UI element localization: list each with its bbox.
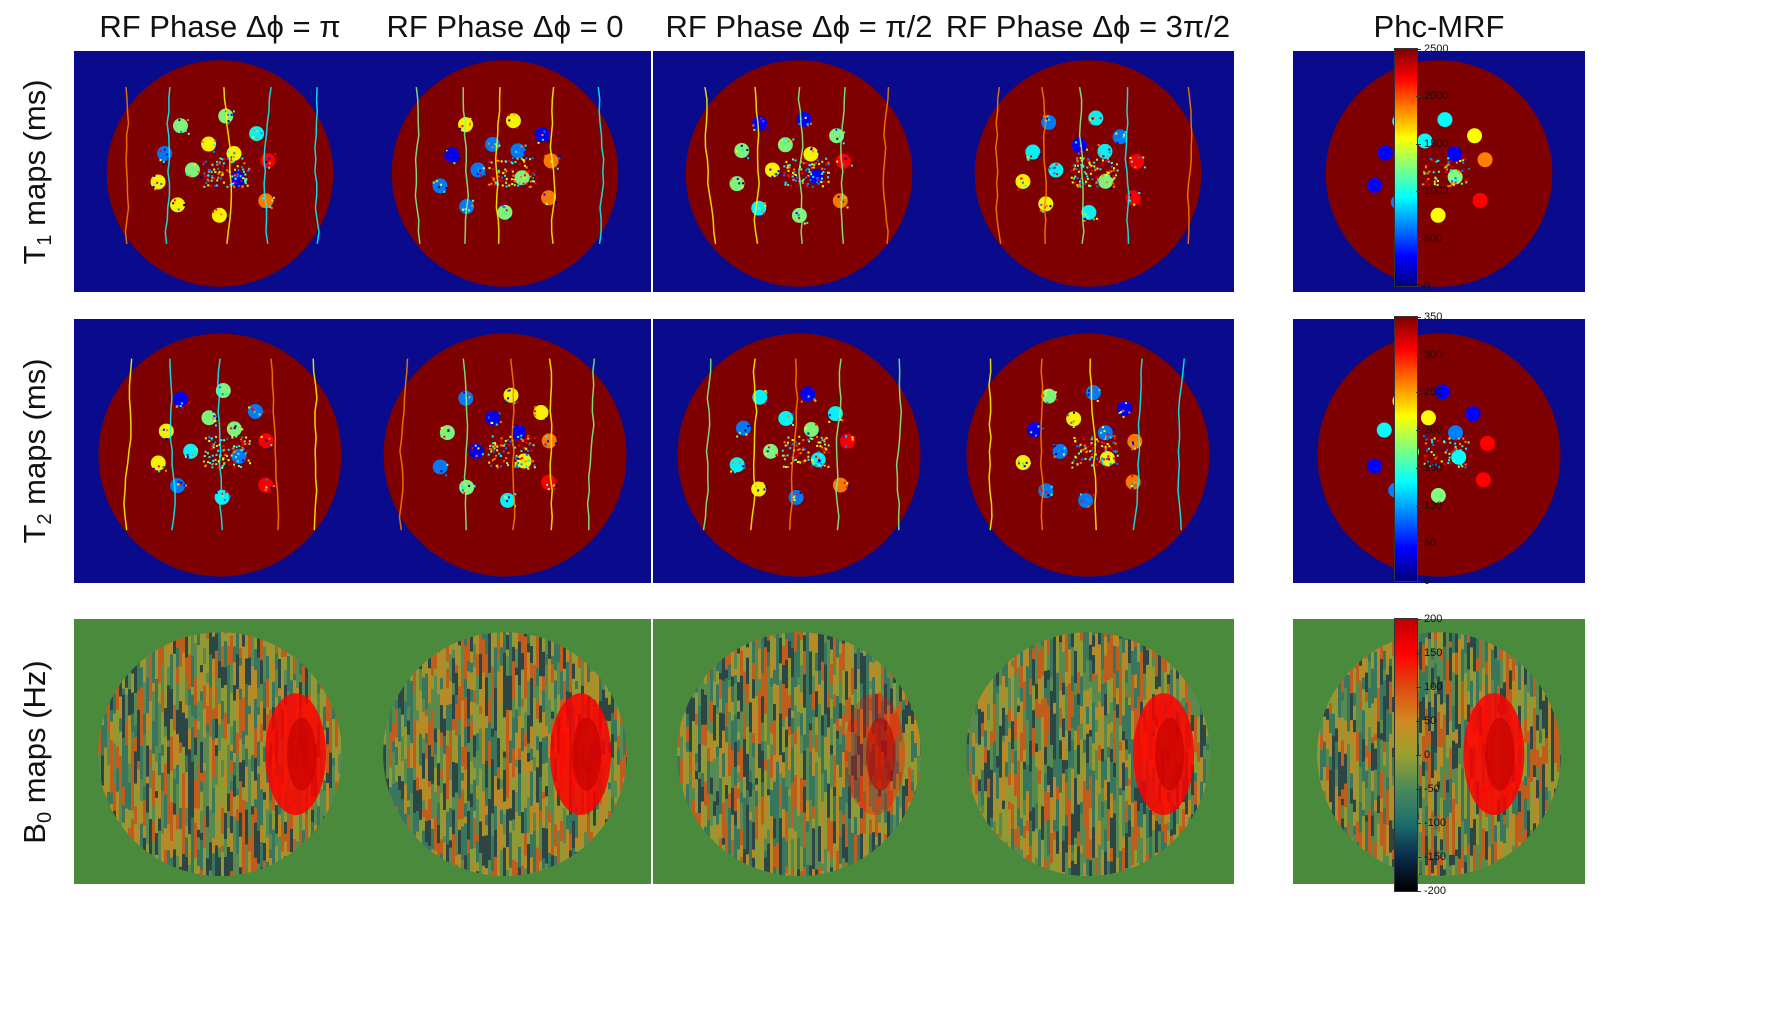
map-row2-col3 <box>653 319 945 583</box>
map-row3-col2 <box>359 619 651 884</box>
colorbar-tick: 300 <box>1415 348 1443 361</box>
colorbar-tick: 100 <box>1415 681 1443 693</box>
map-row2-col1 <box>74 319 366 583</box>
colorbar-tick: 0 <box>1415 575 1431 587</box>
column-title-1: RF Phase Δϕ = π <box>99 9 341 44</box>
colorbar-tick: 0 <box>1415 280 1431 292</box>
colorbar-tick: 150 <box>1415 647 1443 659</box>
map-row3-col5 <box>1293 619 1585 884</box>
colorbar-row3 <box>1394 618 1418 892</box>
column-title-2: RF Phase Δϕ = 0 <box>386 9 624 44</box>
row-label-1: T1 maps (ms) <box>17 78 56 265</box>
colorbar-tick: 200 <box>1415 613 1443 625</box>
map-row3-col4 <box>942 619 1234 884</box>
colorbar-tick: 350 <box>1415 311 1443 323</box>
colorbar-tick: -200 <box>1415 885 1447 897</box>
colorbar-tick: 2500 <box>1415 43 1449 55</box>
map-row1-col5 <box>1293 51 1585 292</box>
column-title-3: RF Phase Δϕ = π/2 <box>665 9 933 44</box>
colorbar-tick: 0 <box>1415 749 1431 761</box>
colorbar-tick: 150 <box>1415 461 1443 474</box>
colorbar-row2 <box>1394 316 1418 582</box>
colorbar-tick: 2000 <box>1415 90 1449 103</box>
colorbar-tick: -50 <box>1416 783 1440 795</box>
row-label-3: B0 maps (Hz) <box>17 659 56 844</box>
map-row1-col1 <box>74 51 366 292</box>
colorbar-tick: -150 <box>1415 851 1447 863</box>
column-title-5: Phc-MRF <box>1373 9 1505 44</box>
colorbar-row1 <box>1394 48 1418 287</box>
colorbar-tick: -100 <box>1415 817 1447 829</box>
colorbar-tick: 500 <box>1415 232 1443 245</box>
map-row2-col5 <box>1293 319 1585 583</box>
colorbar-tick: 100 <box>1415 499 1443 512</box>
map-row2-col2 <box>359 319 651 583</box>
map-row2-col4 <box>942 319 1234 583</box>
colorbar-tick: 50 <box>1415 537 1437 550</box>
colorbar-tick: 50 <box>1415 715 1437 727</box>
row-label-2: T2 maps (ms) <box>17 358 56 544</box>
colorbar-tick: 1500 <box>1415 137 1449 150</box>
map-row1-col2 <box>359 51 651 292</box>
map-row3-col3 <box>653 619 945 884</box>
map-row3-col1 <box>74 619 366 884</box>
colorbar-tick: 200 <box>1415 424 1443 437</box>
map-row1-col4 <box>942 51 1234 292</box>
colorbar-tick: 1000 <box>1415 185 1449 198</box>
column-title-4: RF Phase Δϕ = 3π/2 <box>945 9 1231 44</box>
map-row1-col3 <box>653 51 945 292</box>
colorbar-tick: 250 <box>1415 386 1443 399</box>
